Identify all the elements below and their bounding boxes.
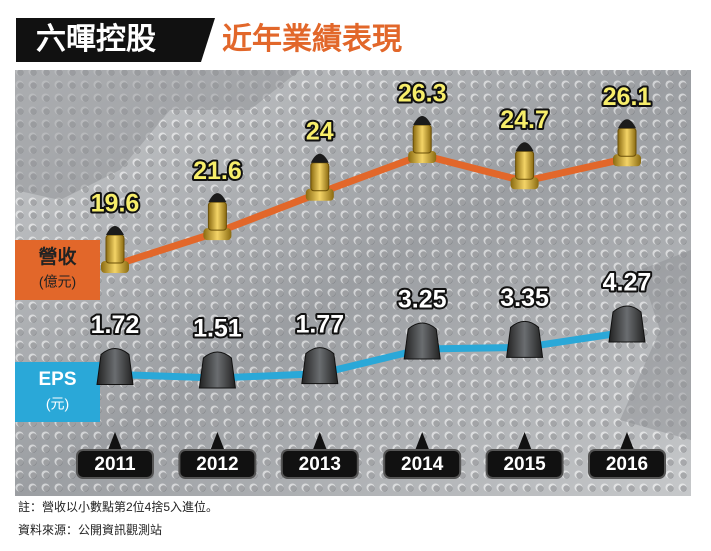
year-box [280,449,359,479]
data-point [608,305,646,343]
map-shape [15,70,300,200]
data-point [617,127,637,157]
x-tick-label: 2011 [94,454,136,475]
tick-arrow [415,432,430,450]
marker-base [408,151,437,163]
legend-box [15,240,100,300]
data-point [301,347,339,385]
data-label: 26.3 [398,80,447,108]
x-tick-label: 2012 [196,454,238,475]
data-label: 21.6 [193,157,242,185]
tick-arrow [210,432,225,450]
data-point [96,348,134,385]
marker-cap [413,116,432,125]
footnote: 資料來源：公開資訊觀測站 [18,522,162,537]
data-point [310,162,330,192]
legend-unit: (元) [46,396,69,412]
title-box [16,18,201,62]
legend-label: 營收 [38,245,76,268]
x-tick-label: 2016 [606,454,648,475]
data-label: 3.35 [500,284,549,312]
marker-base [101,261,129,273]
marker-cap [618,119,636,129]
data-label: 19.6 [91,190,140,218]
footnote: 註：營收以小數點第2位4捨5入進位。 [18,499,218,514]
year-box [588,449,666,479]
data-point [198,351,236,389]
chart-title: 六暉控股 [36,23,156,56]
legend-unit: (億元) [39,274,76,290]
year-box [178,449,257,479]
year-box [76,449,154,479]
data-label: 24.7 [500,106,549,134]
data-label: 24 [306,117,334,145]
data-point [506,320,544,358]
marker-cap [106,226,124,235]
data-label: 4.27 [603,269,652,297]
title-box-tip [201,18,215,62]
marker-cap [310,153,329,163]
data-label: 1.51 [193,315,242,343]
map-shape [620,250,691,440]
data-label: 26.1 [603,83,652,111]
data-label: 1.77 [295,310,344,338]
data-point [403,322,441,360]
x-tick-label: 2014 [401,454,444,475]
legend-box [15,362,100,422]
year-box [383,449,462,479]
data-point [105,234,125,264]
tick-arrow [108,432,122,450]
year-box [485,449,564,479]
chart-subtitle: 近年業績表現 [222,23,402,56]
marker-cap [515,142,534,152]
tick-arrow [517,432,532,450]
x-tick-label: 2013 [299,454,341,475]
tick-arrow [312,432,327,450]
tick-arrow [620,432,634,450]
data-point [412,124,432,154]
x-tick-label: 2015 [503,454,546,475]
legend-label: EPS [38,369,76,390]
data-label: 1.72 [91,311,140,339]
marker-base [305,188,334,201]
data-label: 3.25 [398,286,447,314]
marker-base [613,154,641,167]
marker-cap [208,193,227,203]
series-line [113,151,628,269]
marker-base [203,228,232,241]
data-point [207,201,227,231]
marker-base [510,177,539,190]
data-point [515,150,535,180]
